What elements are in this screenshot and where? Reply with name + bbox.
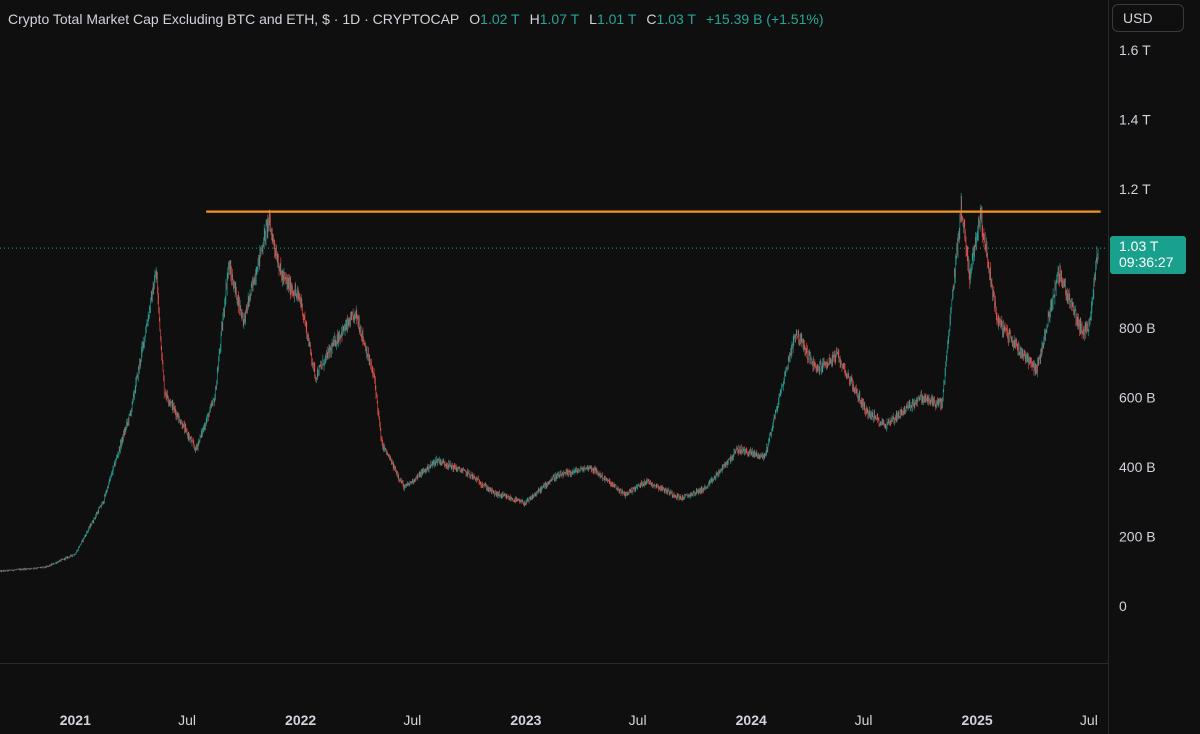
currency-button[interactable]: USD: [1112, 4, 1184, 32]
x-tick-label: 2021: [60, 712, 91, 728]
bar-countdown: 09:36:27: [1119, 254, 1174, 270]
last-price-value: 1.03 T: [1119, 238, 1159, 254]
chart-legend: Crypto Total Market Cap Excluding BTC an…: [8, 10, 824, 28]
x-tick-label: 2023: [510, 712, 541, 728]
x-tick-label: 2025: [962, 712, 993, 728]
x-tick-label: Jul: [1080, 712, 1098, 728]
y-tick-label: 0: [1119, 598, 1127, 614]
close-value: 1.03 T: [656, 11, 696, 27]
symbol-title: Crypto Total Market Cap Excluding BTC an…: [8, 11, 460, 27]
x-tick-label: Jul: [403, 712, 421, 728]
y-tick-label: 1.6 T: [1119, 42, 1151, 58]
low-value: 1.01 T: [596, 11, 637, 27]
y-tick-label: 400 B: [1119, 459, 1156, 475]
last-price-label: 1.03 T 09:36:27: [1110, 236, 1186, 274]
close-key: C: [646, 11, 657, 27]
x-tick-label: Jul: [629, 712, 647, 728]
y-tick-label: 600 B: [1119, 390, 1156, 406]
low-key: L: [589, 11, 597, 27]
open-value: 1.02 T: [480, 11, 520, 27]
y-tick-label: 200 B: [1119, 529, 1156, 545]
high-key: H: [529, 11, 540, 27]
x-tick-label: 2022: [285, 712, 316, 728]
x-tick-label: 2024: [736, 712, 767, 728]
x-tick-label: Jul: [855, 712, 873, 728]
price-axis-separator: [1108, 0, 1109, 734]
change-value: +15.39 B (+1.51%): [705, 11, 824, 27]
high-value: 1.07 T: [539, 11, 580, 27]
x-tick-label: Jul: [178, 712, 196, 728]
y-tick-label: 800 B: [1119, 320, 1156, 336]
y-tick-label: 1.4 T: [1119, 112, 1151, 128]
time-axis-separator: [0, 663, 1108, 664]
y-tick-label: 1.2 T: [1119, 181, 1151, 197]
open-key: O: [469, 11, 481, 27]
